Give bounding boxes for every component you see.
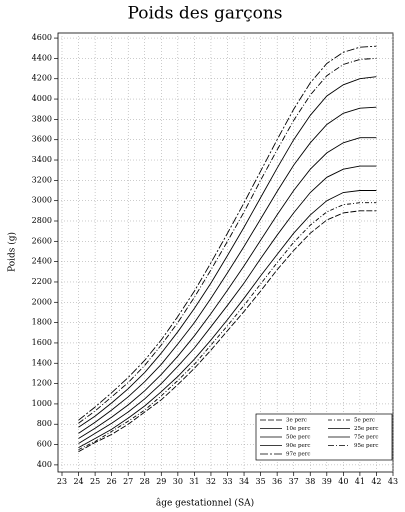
x-axis-label: âge gestationnel (SA)	[156, 498, 254, 509]
x-tick-label: 42	[371, 477, 381, 486]
y-tick-label: 4000	[32, 94, 52, 103]
chart-title: Poids des garçons	[127, 4, 282, 24]
y-tick-label: 1400	[32, 358, 52, 367]
x-tick-label: 41	[355, 477, 365, 486]
x-tick-label: 40	[338, 477, 348, 486]
y-tick-label: 2400	[32, 257, 52, 266]
x-tick-label: 33	[222, 477, 232, 486]
x-tick-label: 25	[90, 477, 100, 486]
y-tick-label: 4600	[32, 33, 52, 42]
legend-label: 75e perc	[354, 435, 379, 441]
x-tick-label: 28	[140, 477, 150, 486]
x-tick-label: 36	[272, 477, 282, 486]
legend-label: 10e perc	[286, 426, 311, 432]
line-series	[78, 202, 377, 451]
x-tick-label: 30	[173, 477, 183, 486]
y-tick-label: 3800	[32, 114, 52, 123]
x-tick-label: 43	[388, 477, 398, 486]
legend-label: 5e perc	[354, 418, 375, 424]
legend-label: 95e perc	[354, 443, 379, 449]
legend-label: 50e perc	[286, 435, 311, 441]
y-tick-label: 1000	[32, 399, 52, 408]
x-tick-label: 34	[239, 477, 249, 486]
y-tick-label: 600	[37, 440, 52, 449]
x-tick-label: 37	[289, 477, 299, 486]
line-series	[78, 137, 377, 439]
y-tick-label: 2000	[32, 297, 52, 306]
x-tick-label: 31	[189, 477, 199, 486]
line-series	[78, 210, 377, 453]
line-series	[78, 57, 377, 424]
y-tick-label: 4400	[32, 53, 52, 62]
x-tick-label: 32	[206, 477, 216, 486]
y-tick-label: 1600	[32, 338, 52, 347]
x-tick-label: 26	[107, 477, 117, 486]
x-tick-label: 29	[156, 477, 166, 486]
legend-label: 90e perc	[286, 443, 311, 449]
y-tick-label: 4200	[32, 74, 52, 83]
legend-label: 97e perc	[286, 452, 311, 458]
y-tick-label: 2200	[32, 277, 52, 286]
legend-label: 3e perc	[286, 418, 307, 424]
x-tick-label: 27	[123, 477, 133, 486]
y-tick-label: 3400	[32, 155, 52, 164]
line-series	[78, 106, 377, 434]
x-tick-label: 39	[322, 477, 332, 486]
y-tick-label: 1800	[32, 318, 52, 327]
legend-label: 25e perc	[354, 426, 379, 432]
y-tick-label: 2800	[32, 216, 52, 225]
x-tick-label: 35	[256, 477, 266, 486]
y-tick-label: 2600	[32, 236, 52, 245]
line-series	[78, 45, 377, 421]
x-tick-label: 38	[305, 477, 315, 486]
y-axis-label: Poids (g)	[7, 232, 18, 272]
line-series	[78, 165, 377, 444]
y-tick-label: 3200	[32, 175, 52, 184]
y-tick-label: 3000	[32, 196, 52, 205]
y-tick-label: 800	[37, 419, 52, 428]
x-tick-label: 23	[57, 477, 67, 486]
line-series	[78, 190, 377, 448]
y-tick-label: 400	[37, 460, 52, 469]
y-tick-label: 3600	[32, 135, 52, 144]
line-series	[78, 76, 377, 428]
x-tick-label: 24	[73, 477, 83, 486]
y-tick-label: 1200	[32, 379, 52, 388]
